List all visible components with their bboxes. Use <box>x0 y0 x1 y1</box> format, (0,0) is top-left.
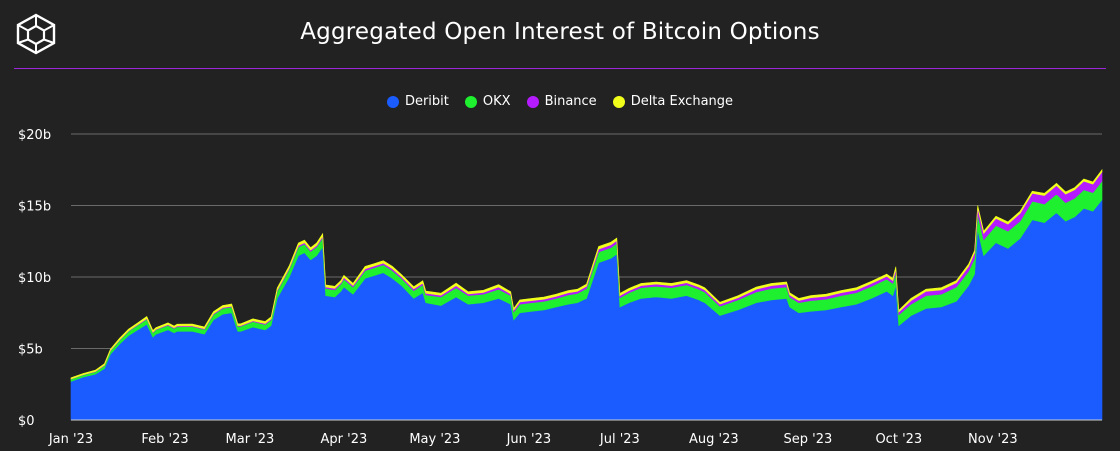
chart-legend: Deribit OKX Binance Delta Exchange <box>0 94 1120 109</box>
legend-dot-icon <box>526 95 539 108</box>
legend-item: Deribit <box>386 94 449 109</box>
x-tick-label: Sep '23 <box>783 432 832 447</box>
y-tick-label: $10b <box>18 271 51 286</box>
legend-item: Delta Exchange <box>612 94 734 109</box>
legend-dot-icon <box>612 95 625 108</box>
area-okx <box>70 180 1103 382</box>
x-tick-label: Feb '23 <box>141 432 188 447</box>
x-tick-label: Nov '23 <box>968 432 1018 447</box>
legend-label: Binance <box>544 94 597 109</box>
legend-item: Binance <box>526 94 597 109</box>
y-tick-label: $5b <box>18 343 43 358</box>
legend-label: OKX <box>482 94 511 109</box>
area-deribit <box>70 198 1103 421</box>
logo-icon <box>16 13 56 55</box>
x-tick-label: Jun '23 <box>506 432 552 447</box>
legend-item: OKX <box>464 94 511 109</box>
x-tick-label: Mar '23 <box>226 432 275 447</box>
y-tick-label: $0 <box>18 414 35 429</box>
chart-title: Aggregated Open Interest of Bitcoin Opti… <box>300 19 820 45</box>
legend-label: Deribit <box>404 94 449 109</box>
x-tick-label: Jan '23 <box>48 432 93 447</box>
area-binance <box>70 170 1103 380</box>
legend-label: Delta Exchange <box>630 94 734 109</box>
title-divider <box>14 68 1106 69</box>
x-tick-label: Aug '23 <box>689 432 739 447</box>
area-delta-exchange <box>70 168 1103 380</box>
x-tick-label: Apr '23 <box>321 432 368 447</box>
legend-dot-icon <box>386 95 399 108</box>
x-tick-label: May '23 <box>409 432 460 447</box>
x-tick-label: Oct '23 <box>875 432 922 447</box>
legend-dot-icon <box>464 95 477 108</box>
x-tick-label: Jul '23 <box>599 432 640 447</box>
y-tick-label: $15b <box>18 200 51 215</box>
y-tick-label: $20b <box>18 128 51 143</box>
